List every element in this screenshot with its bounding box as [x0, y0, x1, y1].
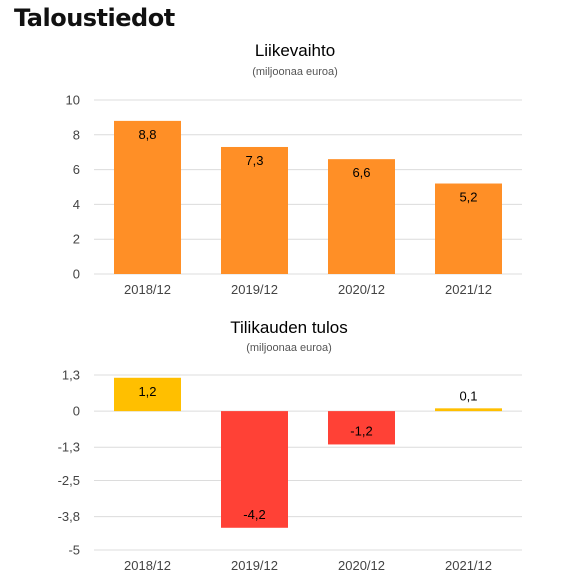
data-label: 0,1	[459, 388, 477, 403]
revenue-chart: Liikevaihto (miljoonaa euroa) 0 2 4 6 8 10 20…	[66, 41, 522, 297]
x-tick-label: 2020/12	[338, 282, 385, 297]
x-tick-label: 2019/12	[231, 558, 278, 573]
bar	[328, 411, 395, 445]
bar	[328, 159, 395, 274]
bar	[114, 377, 181, 412]
y-tick-label: 6	[73, 162, 80, 177]
data-label: 1,2	[138, 384, 156, 399]
y-tick-label: 0	[73, 267, 80, 282]
chart-title: Tilikauden tulos	[230, 318, 348, 337]
y-tick-label: 4	[73, 197, 80, 212]
bar	[114, 120, 181, 274]
y-tick-label: 8	[73, 127, 80, 142]
x-tick-label: 2019/12	[231, 282, 278, 297]
bar	[221, 146, 288, 274]
bar	[435, 408, 502, 412]
data-label: 8,8	[138, 127, 156, 142]
data-label: 5,2	[459, 190, 477, 205]
y-tick-label: -1,3	[58, 440, 80, 455]
data-label: 7,3	[245, 153, 263, 168]
bar	[435, 183, 502, 274]
y-tick-label: 1,3	[62, 368, 80, 383]
y-tick-label: 0	[73, 404, 80, 419]
x-tick-label: 2021/12	[445, 282, 492, 297]
y-tick-label: 2	[73, 232, 80, 247]
data-label: -4,2	[243, 507, 265, 522]
y-tick-label: -2,5	[58, 473, 80, 488]
chart-subtitle: (miljoonaa euroa)	[252, 66, 338, 78]
chart-subtitle: (miljoonaa euroa)	[246, 342, 332, 354]
y-tick-label: 10	[66, 93, 80, 108]
data-label: 6,6	[352, 165, 370, 180]
bar	[221, 411, 288, 528]
x-tick-label: 2020/12	[338, 558, 385, 573]
x-tick-label: 2018/12	[124, 558, 171, 573]
x-tick-label: 2021/12	[445, 558, 492, 573]
x-tick-label: 2018/12	[124, 282, 171, 297]
y-tick-label: -3,8	[58, 509, 80, 524]
y-tick-label: -5	[68, 543, 80, 558]
net-result-chart: Tilikauden tulos (miljoonaa euroa) 1,3 0 -…	[58, 318, 522, 573]
data-label: -1,2	[350, 423, 372, 438]
page-title: Taloustiedot	[14, 4, 175, 32]
chart-title: Liikevaihto	[255, 41, 335, 60]
